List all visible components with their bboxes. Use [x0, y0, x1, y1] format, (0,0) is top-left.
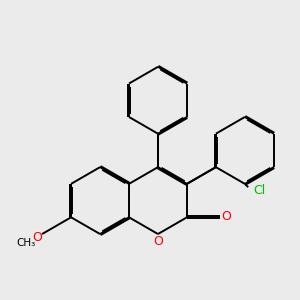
Text: CH₃: CH₃ [16, 238, 36, 248]
Text: O: O [221, 210, 231, 223]
Text: O: O [153, 235, 163, 248]
Text: O: O [32, 230, 42, 244]
Text: Cl: Cl [253, 184, 266, 197]
